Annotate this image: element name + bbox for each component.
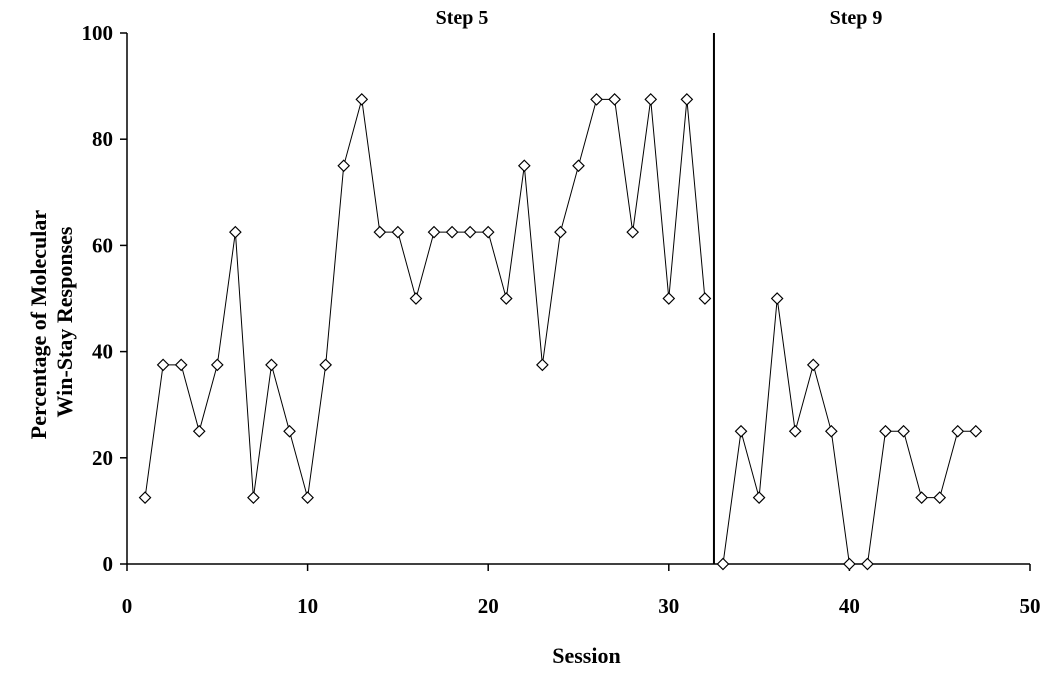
x-tick-label: 10: [297, 594, 318, 618]
data-point-marker: [138, 491, 152, 504]
y-tick-label: 100: [82, 21, 114, 45]
data-point-marker: [445, 225, 459, 239]
y-tick-label: 20: [92, 446, 113, 470]
data-point-marker: [933, 491, 947, 504]
data-point-marker: [301, 491, 314, 504]
data-point-marker: [879, 424, 892, 438]
data-point-marker: [517, 159, 531, 173]
data-point-marker: [554, 225, 567, 239]
data-point-marker: [463, 225, 477, 239]
axes: 0 20 40 60 80 100 0 10 20 30 40 50: [82, 21, 1041, 618]
data-point-marker: [806, 358, 820, 372]
x-tick-label: 20: [478, 594, 499, 618]
y-axis-title-line-1: Percentage of Molecular: [26, 210, 51, 440]
data-point-marker: [824, 424, 838, 438]
data-point-marker: [770, 292, 784, 305]
data-point-marker: [951, 424, 965, 438]
data-point-marker: [897, 424, 910, 438]
data-point-marker: [536, 358, 549, 372]
data-point-marker: [861, 557, 874, 571]
x-tick-label: 30: [658, 594, 679, 618]
data-point-marker: [969, 424, 983, 438]
data-point-marker: [409, 292, 423, 305]
series: [144, 98, 976, 565]
x-tick-label: 40: [839, 594, 860, 618]
data-point-marker: [698, 292, 712, 305]
data-point-marker: [337, 159, 351, 173]
y-tick-label: 60: [92, 233, 113, 257]
data-point-marker: [283, 424, 296, 438]
data-point-marker: [680, 93, 694, 106]
data-point-marker: [265, 358, 278, 372]
data-point-marker: [391, 225, 405, 239]
data-point-marker: [229, 225, 242, 239]
data-point-marker: [734, 424, 748, 438]
data-point-marker: [247, 491, 260, 504]
tick-marks: [120, 32, 1031, 571]
x-axis-title: Session: [552, 643, 620, 668]
y-tick-label: 80: [92, 127, 113, 151]
x-tick-label: 50: [1020, 594, 1041, 618]
data-point-marker: [752, 491, 766, 504]
data-point-marker: [373, 225, 387, 239]
phase-label: Step 9: [830, 7, 883, 29]
tick-labels: 0 20 40 60 80 100 0 10 20 30 40 50: [82, 21, 1041, 618]
phase-labels: Step 5 Step 9: [436, 7, 883, 29]
data-point-marker: [156, 358, 170, 372]
data-point-marker: [843, 557, 856, 571]
series-line: [722, 298, 976, 565]
markers: [138, 93, 983, 571]
data-point-marker: [626, 225, 640, 239]
data-point-marker: [915, 491, 928, 504]
data-point-marker: [319, 358, 333, 372]
data-point-marker: [608, 93, 621, 106]
data-point-marker: [355, 93, 369, 106]
y-axis-title: Percentage of Molecular Win-Stay Respons…: [26, 205, 77, 439]
series-line: [144, 98, 706, 498]
data-point-marker: [192, 424, 206, 438]
data-point-marker: [572, 159, 585, 173]
phase-label: Step 5: [436, 7, 489, 29]
data-point-marker: [174, 358, 188, 372]
data-point-marker: [788, 424, 802, 438]
data-point-marker: [662, 292, 676, 305]
x-tick-label: 0: [122, 594, 133, 618]
data-point-marker: [590, 93, 603, 106]
data-point-marker: [499, 292, 513, 305]
y-axis-title-line-2: Win-Stay Responses: [52, 226, 77, 417]
data-point-marker: [644, 93, 658, 106]
data-point-marker: [427, 225, 441, 239]
data-point-marker: [716, 557, 730, 571]
y-tick-label: 0: [103, 552, 114, 576]
data-point-marker: [210, 358, 224, 372]
data-point-marker: [481, 225, 495, 239]
y-tick-label: 40: [92, 340, 113, 364]
